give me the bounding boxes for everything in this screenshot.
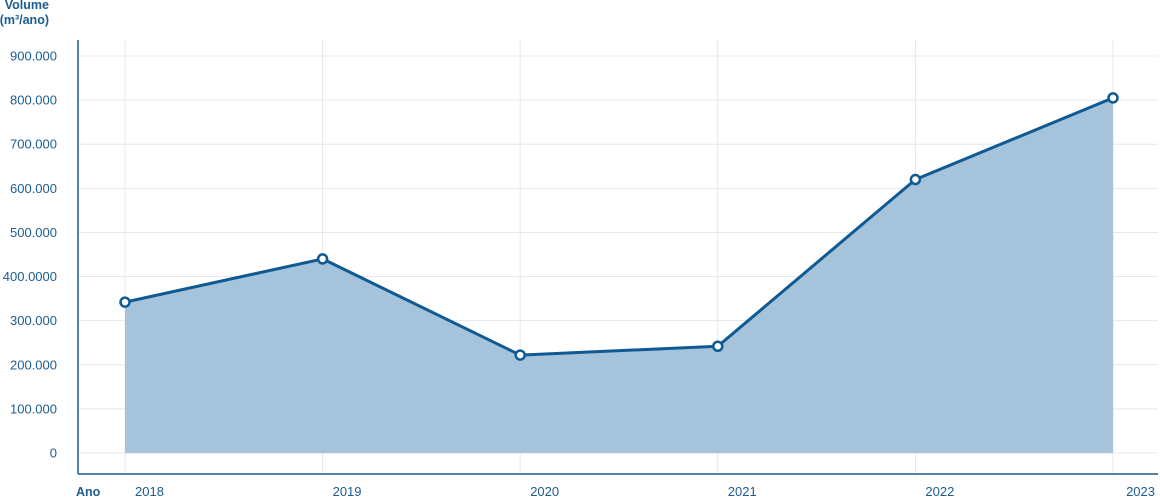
x-axis-label: Ano xyxy=(76,485,101,498)
data-point-2021 xyxy=(712,340,724,353)
data-points xyxy=(119,92,1119,361)
y-tick-label: 700.000 xyxy=(10,137,57,152)
data-point-2022 xyxy=(909,173,922,186)
y-tick-label: 900.000 xyxy=(10,49,57,64)
y-tick-label: 600.000 xyxy=(10,181,57,196)
y-axis-label-unit: (m³/ano) xyxy=(0,13,49,27)
y-tick-label: 300.000 xyxy=(10,313,57,328)
y-tick-label: 0 xyxy=(50,446,57,461)
x-tick-label: 2022 xyxy=(925,484,954,498)
y-tick-labels: 0 100.000 200.000 300.000 400.0000 500.000 600… xyxy=(3,49,57,461)
y-axis-label: Volume xyxy=(5,0,49,12)
x-tick-label: 2021 xyxy=(728,484,757,498)
y-tick-label: 800.000 xyxy=(10,93,57,108)
y-tick-label: 200.000 xyxy=(10,357,57,372)
series-area xyxy=(125,97,1113,454)
data-point-2018 xyxy=(119,296,131,308)
x-tick-label: 2023 xyxy=(1126,484,1155,498)
data-point-2020 xyxy=(514,349,526,361)
y-tick-label: 500.000 xyxy=(10,225,57,240)
y-tick-label: 100.000 xyxy=(10,401,57,416)
x-tick-labels: 2018 2019 2020 2021 2022 2023 xyxy=(135,484,1155,498)
data-point-2023 xyxy=(1107,92,1119,104)
series-line xyxy=(124,96,1114,357)
y-tick-label: 400.0000 xyxy=(3,269,57,284)
data-point-2019 xyxy=(316,253,329,265)
x-tick-label: 2020 xyxy=(530,484,559,498)
x-tick-label: 2019 xyxy=(333,484,362,498)
x-tick-label: 2018 xyxy=(135,484,164,498)
